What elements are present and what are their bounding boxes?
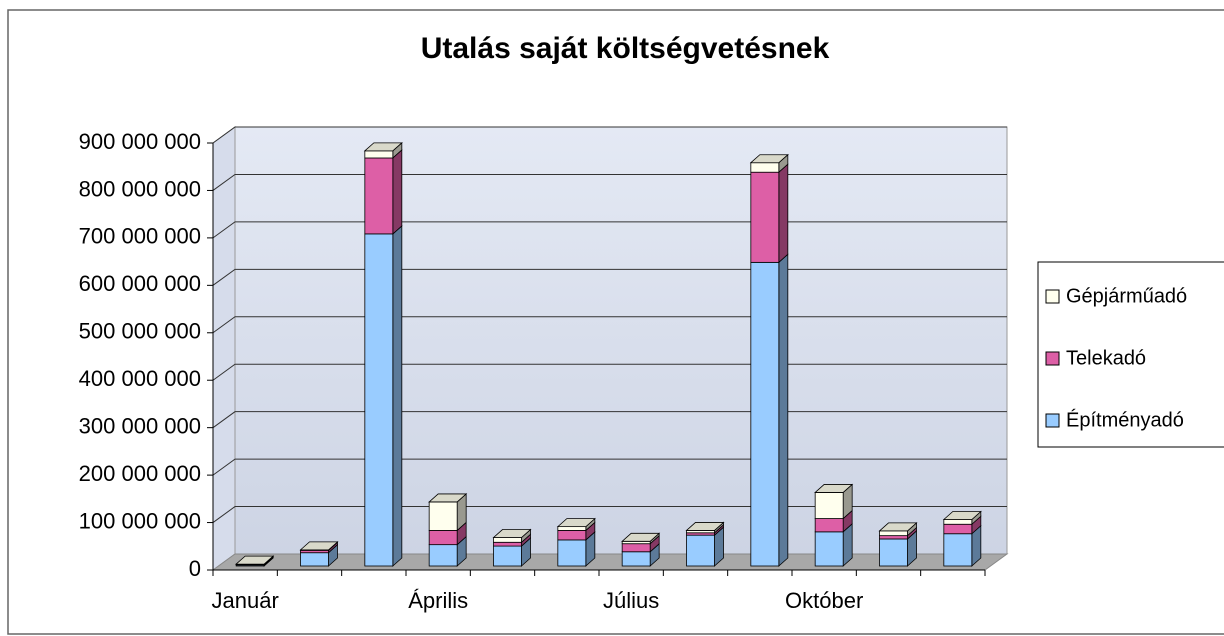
y-tick-label: 600 000 000 bbox=[79, 271, 201, 296]
bar bbox=[943, 519, 973, 525]
y-tick-label: 400 000 000 bbox=[79, 366, 201, 391]
grid-line bbox=[212, 506, 1007, 523]
bar bbox=[493, 541, 522, 547]
bar-side bbox=[392, 149, 403, 235]
grid-line bbox=[212, 316, 1007, 334]
bar bbox=[364, 150, 394, 159]
x-tick-label: Október bbox=[785, 588, 863, 613]
back-wall bbox=[234, 126, 1008, 555]
grid-line bbox=[212, 173, 1007, 191]
bar bbox=[557, 530, 587, 541]
bar-side bbox=[392, 224, 403, 567]
y-tick-label: 100 000 000 bbox=[79, 508, 201, 533]
bar-top bbox=[235, 555, 275, 565]
grid-line bbox=[212, 268, 1007, 286]
legend-swatch bbox=[1045, 289, 1060, 304]
bar bbox=[364, 157, 394, 235]
grid-line bbox=[212, 458, 1007, 476]
bar bbox=[750, 162, 780, 173]
legend-swatch bbox=[1045, 351, 1060, 366]
grid-line bbox=[212, 126, 1007, 144]
bar bbox=[879, 538, 908, 567]
bar-top bbox=[814, 484, 854, 493]
bar-top bbox=[942, 511, 982, 520]
bar bbox=[879, 535, 908, 540]
bar bbox=[493, 545, 522, 567]
bar bbox=[493, 537, 522, 543]
bar-side bbox=[778, 163, 789, 264]
bar bbox=[814, 492, 844, 519]
y-tick-label: 200 000 000 bbox=[79, 461, 201, 486]
bar bbox=[364, 233, 394, 567]
bar bbox=[814, 518, 844, 533]
bar-top bbox=[685, 522, 725, 531]
bar-top bbox=[749, 154, 789, 164]
bar-top bbox=[299, 541, 339, 551]
bar bbox=[557, 539, 587, 567]
bar-side bbox=[778, 253, 789, 567]
y-tick-label: 900 000 000 bbox=[79, 129, 201, 154]
x-tick-label: Január bbox=[212, 588, 279, 613]
y-tick-label: 800 000 000 bbox=[79, 176, 201, 201]
bar-top bbox=[428, 493, 468, 503]
bar bbox=[943, 523, 973, 535]
side-wall bbox=[212, 126, 236, 571]
bar bbox=[557, 526, 587, 531]
bar bbox=[750, 261, 780, 567]
bar bbox=[686, 534, 715, 567]
bar-top bbox=[878, 522, 918, 532]
legend bbox=[1037, 261, 1224, 448]
bar bbox=[621, 551, 651, 567]
x-tick-label: Július bbox=[603, 588, 659, 613]
bar bbox=[879, 530, 908, 537]
chart-title: Utalás saját költségvetésnek bbox=[421, 32, 830, 65]
y-tick-label: 500 000 000 bbox=[79, 319, 201, 344]
bar-top bbox=[363, 142, 403, 152]
y-tick-label: 300 000 000 bbox=[79, 413, 201, 438]
grid-line bbox=[212, 221, 1007, 239]
bar-top bbox=[556, 518, 596, 528]
bar bbox=[621, 543, 651, 553]
legend-swatch bbox=[1045, 413, 1060, 428]
bar bbox=[300, 552, 329, 567]
bar-top bbox=[621, 532, 661, 542]
bar-top bbox=[492, 529, 532, 538]
bar bbox=[750, 171, 780, 263]
legend-label: Gépjárműadó bbox=[1066, 285, 1187, 307]
legend-label: Telekadó bbox=[1066, 347, 1146, 369]
y-tick-label: 700 000 000 bbox=[79, 224, 201, 249]
bar bbox=[943, 533, 973, 567]
x-tick-label: Április bbox=[408, 588, 468, 613]
grid-line bbox=[212, 363, 1007, 381]
y-tick-label: 0 bbox=[189, 556, 201, 581]
bar bbox=[814, 531, 844, 567]
bar bbox=[428, 530, 458, 546]
bar bbox=[428, 544, 458, 567]
legend-label: Építményadó bbox=[1066, 408, 1184, 431]
bar bbox=[428, 501, 458, 531]
grid-line bbox=[212, 411, 1007, 429]
